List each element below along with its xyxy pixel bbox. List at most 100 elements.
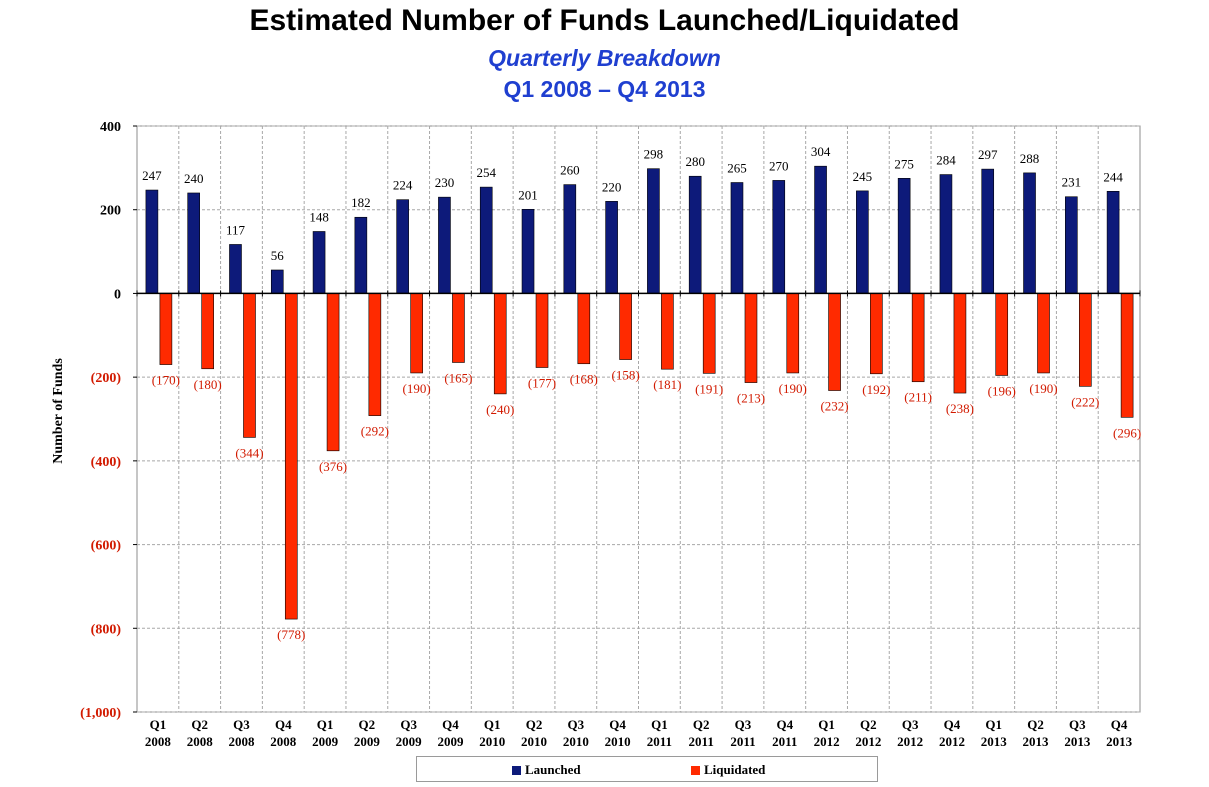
x-tick-label-quarter: Q1	[818, 717, 835, 732]
data-label-launched: 297	[978, 147, 998, 162]
x-tick-label-year: 2011	[772, 734, 797, 749]
bar-launched	[312, 231, 326, 294]
data-label-launched: 280	[685, 154, 705, 169]
bar-launched	[479, 186, 493, 294]
data-label-liquidated: (232)	[820, 399, 848, 414]
data-label-launched: 270	[769, 158, 789, 173]
data-label-liquidated: (191)	[695, 381, 723, 396]
x-tick-label-year: 2009	[396, 734, 423, 749]
x-tick-label-year: 2012	[939, 734, 965, 749]
x-tick-label-year: 2010	[479, 734, 505, 749]
x-tick-label-quarter: Q4	[776, 717, 793, 732]
y-tick-label: 400	[100, 120, 121, 135]
x-tick-label-year: 2013	[1064, 734, 1091, 749]
x-tick-label-year: 2013	[1106, 734, 1133, 749]
bar-launched	[521, 208, 535, 294]
x-tick-label-quarter: Q1	[985, 717, 1002, 732]
bar-liquidated	[911, 293, 925, 383]
x-tick-label-quarter: Q4	[442, 717, 459, 732]
legend-item-liquidated: Liquidated	[691, 762, 765, 778]
data-label-liquidated: (180)	[194, 377, 222, 392]
x-tick-label-quarter: Q2	[860, 717, 877, 732]
x-tick-label-year: 2011	[647, 734, 672, 749]
data-label-liquidated: (213)	[737, 391, 765, 406]
legend-swatch-liquidated	[691, 765, 700, 775]
data-label-liquidated: (222)	[1071, 394, 1099, 409]
legend-item-launched: Launched	[512, 762, 581, 778]
y-tick-label: (1,000)	[80, 706, 121, 721]
bar-liquidated	[1079, 293, 1092, 387]
data-label-launched: 244	[1103, 169, 1123, 184]
y-tick-label: (800)	[91, 622, 122, 637]
data-label-liquidated: (165)	[444, 370, 472, 385]
data-label-launched: 230	[435, 175, 455, 190]
bar-liquidated	[410, 293, 423, 374]
x-tick-label-quarter: Q1	[484, 717, 501, 732]
data-label-liquidated: (158)	[612, 368, 640, 383]
y-tick-label: (400)	[91, 455, 122, 470]
data-label-liquidated: (778)	[277, 627, 305, 642]
chart-subtitle: Quarterly Breakdown	[488, 45, 721, 71]
legend-label-launched: Launched	[525, 762, 581, 777]
x-tick-label-year: 2009	[354, 734, 381, 749]
x-tick-label-quarter: Q3	[902, 717, 919, 732]
data-label-liquidated: (190)	[1029, 381, 1057, 396]
bar-liquidated	[535, 293, 549, 368]
data-label-launched: 224	[393, 178, 413, 193]
data-label-launched: 247	[142, 168, 162, 183]
bar-liquidated	[870, 293, 883, 375]
legend-label-liquidated: Liquidated	[704, 762, 766, 777]
x-tick-label-year: 2009	[437, 734, 464, 749]
bar-launched	[730, 182, 744, 294]
x-tick-label-quarter: Q3	[1069, 717, 1086, 732]
data-label-liquidated: (376)	[319, 459, 347, 474]
bar-liquidated	[493, 293, 507, 395]
bar-launched	[354, 216, 368, 294]
data-label-launched: 117	[226, 222, 246, 237]
y-axis-label: Number of Funds	[51, 358, 66, 464]
bar-launched	[981, 168, 995, 294]
bar-launched	[438, 196, 451, 294]
chart-date-range: Q1 2008 – Q4 2013	[503, 76, 706, 102]
data-label-launched: 56	[271, 248, 285, 263]
x-tick-label-quarter: Q1	[651, 717, 668, 732]
x-tick-label-quarter: Q3	[400, 717, 417, 732]
data-label-liquidated: (296)	[1113, 425, 1141, 440]
bar-launched	[563, 184, 577, 294]
bar-liquidated	[452, 293, 465, 363]
x-tick-label-quarter: Q1	[150, 717, 167, 732]
data-label-launched: 260	[560, 163, 580, 178]
x-tick-label-year: 2010	[605, 734, 631, 749]
bar-launched	[897, 178, 911, 294]
x-tick-label-year: 2012	[897, 734, 923, 749]
bar-liquidated	[619, 293, 632, 360]
x-tick-label-year: 2011	[730, 734, 755, 749]
bar-liquidated	[661, 293, 674, 370]
x-tick-label-quarter: Q3	[233, 717, 250, 732]
y-tick-label: (200)	[91, 371, 122, 386]
x-tick-label-year: 2013	[981, 734, 1008, 749]
data-label-launched: 201	[518, 187, 538, 202]
x-tick-label-quarter: Q4	[1111, 717, 1128, 732]
bar-liquidated	[828, 293, 841, 391]
legend-swatch-launched	[512, 765, 521, 775]
x-tick-label-quarter: Q4	[609, 717, 626, 732]
x-tick-label-year: 2008	[270, 734, 297, 749]
bar-launched	[187, 192, 200, 294]
bar-launched	[1106, 190, 1120, 294]
data-label-liquidated: (192)	[862, 382, 890, 397]
bar-liquidated	[159, 293, 173, 365]
bar-liquidated	[1037, 293, 1050, 374]
bar-launched	[229, 244, 242, 294]
bar-liquidated	[1120, 293, 1134, 418]
bar-liquidated	[326, 293, 340, 452]
data-label-launched: 298	[644, 147, 664, 162]
x-tick-label-quarter: Q4	[275, 717, 292, 732]
data-label-launched: 240	[184, 171, 204, 186]
y-tick-label: 200	[100, 204, 121, 219]
data-label-launched: 148	[309, 209, 329, 224]
x-tick-label-quarter: Q2	[191, 717, 208, 732]
data-label-launched: 265	[727, 161, 747, 176]
data-label-launched: 231	[1062, 175, 1082, 190]
data-label-liquidated: (168)	[570, 372, 598, 387]
